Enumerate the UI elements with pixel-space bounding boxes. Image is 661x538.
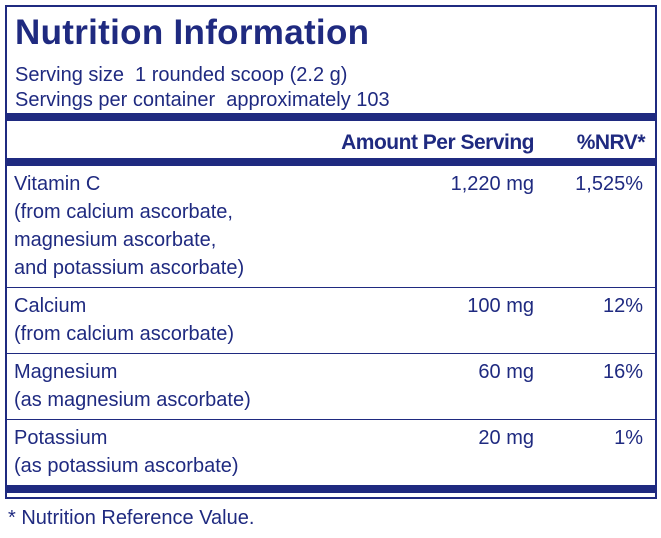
divider-bar	[7, 113, 655, 121]
nrv: 16%	[602, 361, 643, 383]
nutrition-panel: Nutrition Information Serving size 1 rou…	[5, 5, 657, 499]
servings-per-container: Servings per container approximately 103	[15, 89, 390, 111]
divider-bar	[7, 158, 655, 166]
nutrient-line: (as potassium ascorbate)	[14, 455, 239, 477]
amount: 20 mg	[478, 427, 534, 449]
nrv: 1%	[614, 427, 643, 449]
divider-bar	[7, 485, 655, 493]
nutrient-line: (as magnesium ascorbate)	[14, 389, 251, 411]
nutrient-line: Vitamin C	[14, 173, 101, 195]
footnote: * Nutrition Reference Value.	[8, 507, 255, 529]
nutrient-name: Calcium (from calcium ascorbate)	[7, 292, 655, 348]
nutrient-row: Magnesium (as magnesium ascorbate) 60 mg 16…	[7, 354, 655, 420]
nutrient-rows: Vitamin C (from calcium ascorbate, magnesi…	[7, 166, 655, 485]
nutrient-line: (from calcium ascorbate)	[14, 323, 235, 345]
amount: 1,220 mg	[450, 173, 534, 195]
amount: 100 mg	[467, 295, 534, 317]
column-header: Amount Per Serving	[341, 131, 534, 154]
nutrient-row: Calcium (from calcium ascorbate) 100 mg 12%	[7, 288, 655, 354]
column-header: %NRV*	[576, 131, 646, 154]
nrv: 12%	[602, 295, 643, 317]
nutrient-row: Potassium (as potassium ascorbate) 20 mg 1%	[7, 420, 655, 485]
amount: 60 mg	[478, 361, 534, 383]
nutrient-line: Magnesium	[14, 361, 118, 383]
nutrient-line: and potassium ascorbate)	[14, 257, 245, 279]
nutrient-line: Calcium	[14, 295, 87, 317]
nutrient-line: magnesium ascorbate,	[14, 229, 217, 251]
serving-size: Serving size 1 rounded scoop (2.2 g)	[15, 64, 348, 86]
nutrient-name: Magnesium (as magnesium ascorbate)	[7, 358, 655, 414]
nutrient-line: Potassium	[14, 427, 108, 449]
nutrient-name: Vitamin C (from calcium ascorbate, magnesi…	[7, 170, 655, 282]
nutrient-name: Potassium (as potassium ascorbate)	[7, 424, 655, 480]
nrv: 1,525%	[575, 173, 643, 195]
nutrient-line: (from calcium ascorbate,	[14, 201, 233, 223]
title: Nutrition Information	[15, 13, 370, 52]
nutrient-row: Vitamin C (from calcium ascorbate, magnesi…	[7, 166, 655, 288]
